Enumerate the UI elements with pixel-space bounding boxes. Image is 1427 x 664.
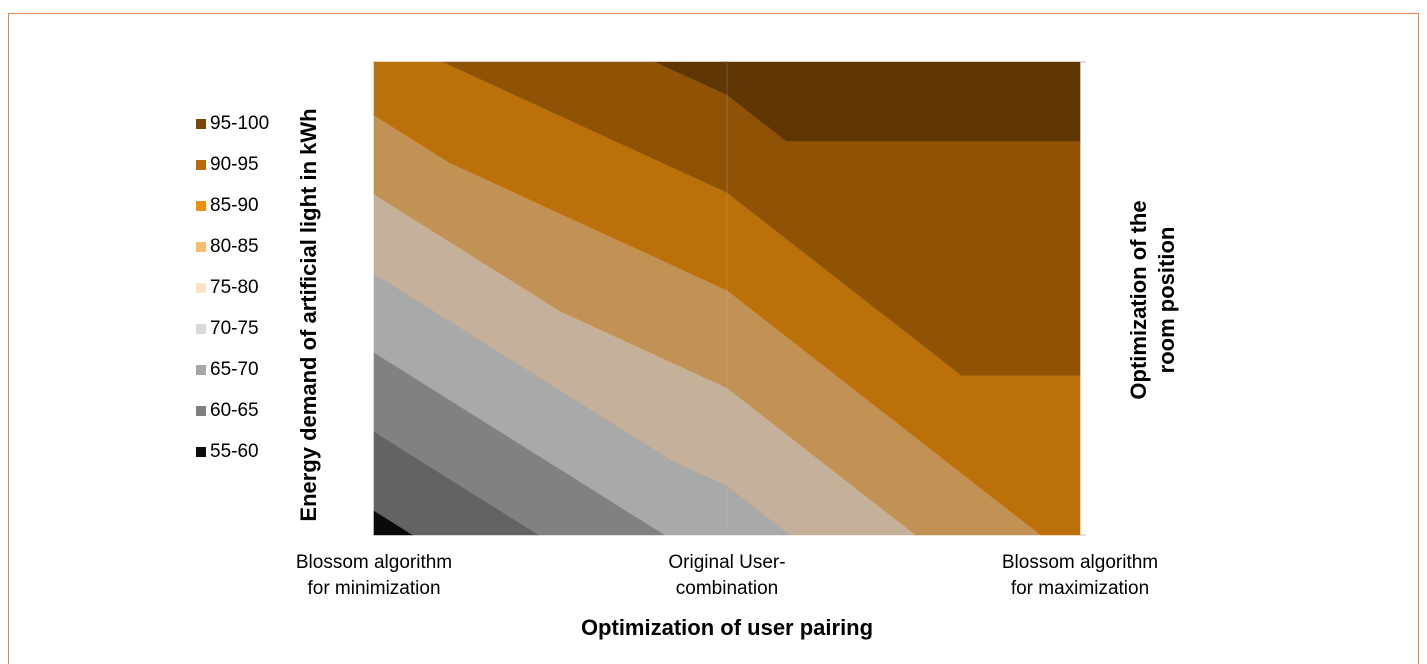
- plot-area: [373, 61, 1081, 536]
- surface-band: [960, 375, 1081, 536]
- legend-label: 65-70: [210, 359, 259, 380]
- frame: [8, 13, 1419, 664]
- legend-label: 80-85: [210, 236, 259, 257]
- legend-swatch: [196, 324, 206, 334]
- legend-label: 60-65: [210, 400, 259, 421]
- x-tick-label: Blossom algorithm: [1002, 552, 1158, 573]
- legend-label: 55-60: [210, 441, 259, 462]
- legend-label: 95-100: [210, 113, 269, 134]
- legend-label: 85-90: [210, 195, 259, 216]
- x-tick-label: combination: [676, 578, 778, 599]
- x-tick-label: Blossom algorithm: [296, 552, 452, 573]
- legend-label: 90-95: [210, 154, 259, 175]
- legend-swatch: [196, 160, 206, 170]
- surface-band: [726, 61, 1081, 142]
- legend-label: 75-80: [210, 277, 259, 298]
- z-axis-title: room position: [1154, 227, 1179, 374]
- x-tick-label: for maximization: [1011, 578, 1149, 599]
- x-tick-label: Original User-: [668, 552, 785, 573]
- x-tick-label: for minimization: [307, 578, 440, 599]
- legend-swatch: [196, 119, 206, 129]
- legend-swatch: [196, 242, 206, 252]
- z-axis-title: Optimization of the: [1126, 200, 1151, 399]
- legend-swatch: [196, 406, 206, 416]
- legend: 95-100 90-95 85-90 80-85 75-80 70-75 65-70 60-6…: [196, 113, 269, 462]
- legend-swatch: [196, 365, 206, 375]
- legend-swatch: [196, 447, 206, 457]
- legend-swatch: [196, 201, 206, 211]
- surface-band: [373, 273, 728, 536]
- legend-label: 70-75: [210, 318, 259, 339]
- legend-swatch: [196, 283, 206, 293]
- y-axis-title: Energy demand of artificial light in kWh: [296, 108, 321, 521]
- x-axis-title: Optimization of user pairing: [581, 615, 873, 640]
- surface-band: [373, 510, 413, 536]
